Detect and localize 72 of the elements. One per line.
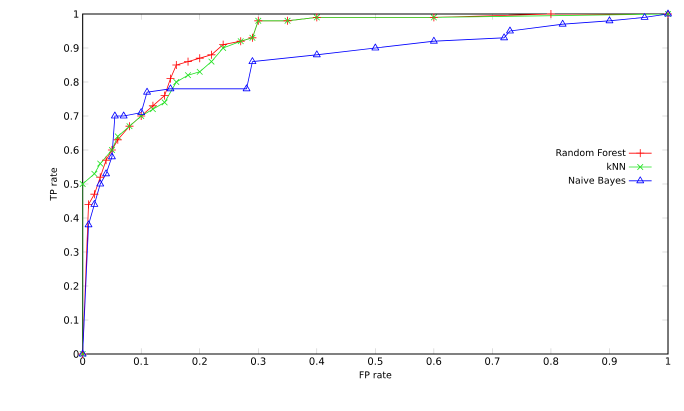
point (102, 169, 110, 176)
x-tick-label: 0.2 (192, 357, 207, 365)
point (113, 135, 122, 144)
point (371, 44, 380, 50)
point (220, 44, 226, 52)
x-tick-label: 0.4 (310, 357, 324, 365)
point (606, 16, 614, 24)
y-tick-label: 0.9 (64, 44, 79, 52)
x-tick-label: 0.7 (485, 357, 500, 365)
legend-label: Naive Bayes (568, 176, 626, 186)
point (111, 112, 119, 118)
point (97, 160, 104, 167)
point (207, 50, 216, 60)
point (196, 68, 203, 76)
x-tick-label: 0.9 (602, 357, 617, 365)
y-tick-label: 0.5 (64, 180, 78, 188)
point (500, 33, 508, 40)
point (506, 26, 514, 34)
x-tick-label: 0.1 (134, 357, 148, 365)
point (184, 57, 192, 66)
point (248, 57, 256, 64)
point (84, 200, 93, 209)
point (640, 13, 648, 20)
y-tick-label: 1 (74, 10, 78, 18)
point (143, 88, 151, 95)
point (91, 170, 98, 178)
x-tick-label: 0.6 (426, 357, 442, 365)
y-tick-label: 0.7 (64, 112, 78, 120)
point (172, 60, 181, 70)
point (96, 172, 105, 182)
y-tick-label: 0.2 (64, 282, 78, 290)
point (195, 54, 204, 63)
point (90, 190, 99, 199)
point (166, 84, 174, 92)
point (208, 58, 215, 65)
point (84, 220, 92, 228)
y-tick-label: 0.8 (64, 78, 79, 86)
point (173, 78, 180, 86)
point (90, 200, 98, 207)
y-axis-title: TP rate (50, 168, 57, 201)
legend-label: Random Forest (556, 148, 626, 156)
point (160, 91, 170, 100)
y-tick-label: 0.6 (64, 146, 79, 154)
x-axis-title: FP rate (360, 371, 392, 378)
point (218, 40, 228, 49)
y-tick-label: 0.4 (64, 214, 79, 222)
point (558, 20, 567, 27)
point (161, 99, 168, 106)
point (150, 106, 156, 112)
point (137, 108, 146, 115)
x-tick-label: 0.3 (250, 357, 266, 365)
point (430, 36, 438, 44)
point (96, 180, 104, 186)
point (108, 152, 116, 160)
point (546, 10, 556, 18)
y-tick-label: 0.1 (64, 316, 78, 324)
point (79, 180, 86, 188)
point (102, 156, 110, 165)
y-tick-label: 0 (74, 350, 79, 358)
point (114, 133, 122, 140)
y-tick-label: 0.3 (64, 248, 78, 256)
x-tick-label: 0.8 (544, 357, 558, 365)
point (184, 72, 192, 78)
point (148, 101, 158, 110)
point (242, 84, 250, 92)
x-tick-label: 0 (80, 357, 86, 365)
point (120, 112, 128, 118)
point (312, 50, 321, 58)
x-tick-label: 0.5 (368, 357, 382, 365)
x-tick-label: 1 (666, 357, 670, 365)
legend-label: kNN (607, 162, 625, 170)
point (166, 74, 175, 83)
